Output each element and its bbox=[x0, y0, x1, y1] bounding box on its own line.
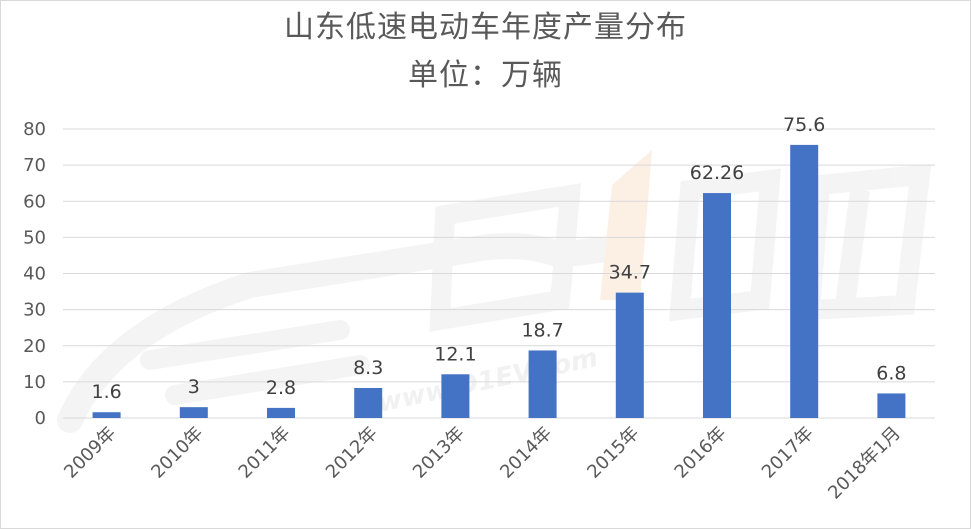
bars bbox=[92, 144, 906, 418]
bar-2010年 bbox=[179, 407, 208, 418]
watermark-text: www.D1EV.com bbox=[375, 343, 600, 419]
y-tick-label: 20 bbox=[23, 336, 46, 357]
data-label: 12.1 bbox=[434, 343, 476, 365]
y-tick-label: 80 bbox=[23, 119, 46, 140]
x-axis: 2009年 2010年 2011年 2012年 2013年 2014年 2015年 2016年… bbox=[60, 423, 905, 504]
bar-2012年 bbox=[354, 388, 383, 418]
bar-2016年 bbox=[703, 193, 731, 418]
x-tick-label: 2012年 bbox=[322, 423, 382, 483]
y-tick-label: 30 bbox=[23, 300, 46, 321]
gridlines bbox=[63, 128, 935, 419]
bar-2015年 bbox=[615, 292, 644, 418]
x-tick-label: 2018年1月 bbox=[824, 423, 905, 504]
chart-subtitle: 单位：万辆 bbox=[408, 58, 563, 93]
bar-2017年 bbox=[790, 144, 819, 418]
x-tick-label: 2010年 bbox=[147, 423, 207, 483]
data-label: 1.6 bbox=[91, 381, 121, 403]
chart-title: 山东低速电动车年度产量分布 bbox=[284, 10, 687, 45]
y-tick-label: 60 bbox=[23, 191, 46, 212]
bar-2018年1月 bbox=[877, 393, 906, 418]
data-label: 2.8 bbox=[266, 377, 296, 399]
y-axis: 0 10 20 30 40 50 60 70 80 bbox=[23, 119, 46, 429]
x-tick-label: 2016年 bbox=[671, 423, 731, 483]
y-tick-label: 70 bbox=[23, 155, 46, 176]
bar-2009年 bbox=[92, 412, 121, 418]
data-label: 62.26 bbox=[690, 162, 744, 184]
x-tick-label: 2013年 bbox=[409, 423, 469, 483]
data-labels: 1.6 3 2.8 8.3 12.1 18.7 34.7 62.26 75.6 6.8 bbox=[91, 114, 906, 403]
data-label: 34.7 bbox=[609, 262, 651, 284]
bar-2013年 bbox=[441, 374, 470, 418]
data-label: 75.6 bbox=[783, 114, 825, 136]
y-tick-label: 10 bbox=[23, 372, 46, 393]
bar-2011年 bbox=[267, 407, 295, 418]
data-label: 6.8 bbox=[876, 362, 906, 384]
data-label: 8.3 bbox=[353, 357, 383, 379]
x-tick-label: 2011年 bbox=[235, 423, 295, 483]
data-label: 3 bbox=[188, 376, 200, 398]
bar-2014年 bbox=[528, 350, 557, 418]
x-tick-label: 2014年 bbox=[496, 423, 556, 483]
x-tick-label: 2015年 bbox=[583, 423, 643, 483]
x-tick-label: 2017年 bbox=[758, 423, 818, 483]
data-label: 18.7 bbox=[521, 319, 563, 341]
y-tick-label: 50 bbox=[23, 227, 46, 248]
y-tick-label: 40 bbox=[23, 264, 46, 285]
y-tick-label: 0 bbox=[35, 408, 46, 429]
